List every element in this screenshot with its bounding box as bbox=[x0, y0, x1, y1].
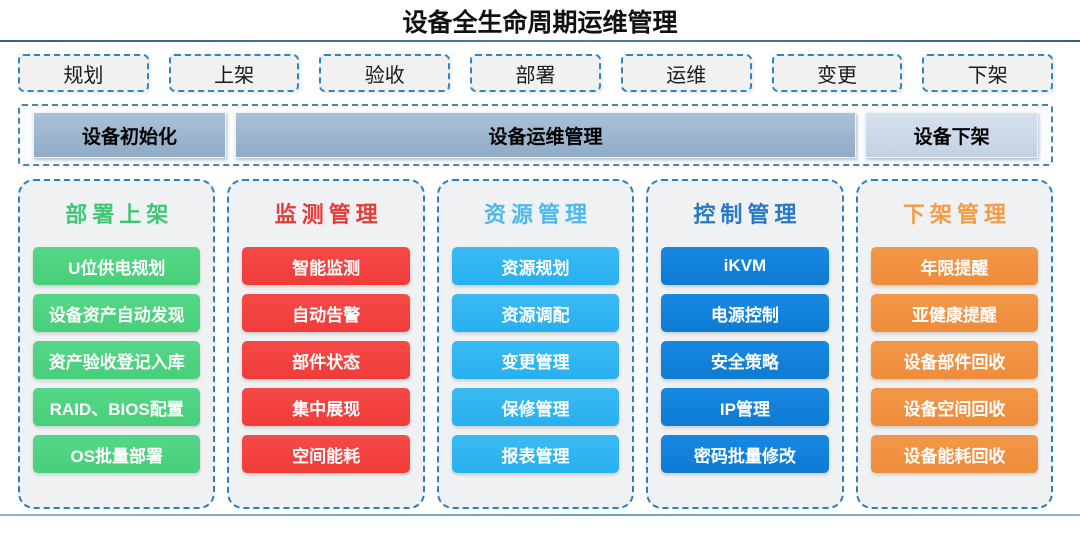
column-offline-mgmt: 下架管理 年限提醒 亚健康提醒 设备部件回收 设备空间回收 设备能耗回收 bbox=[855, 179, 1054, 509]
stage-offline: 下架 bbox=[922, 54, 1054, 92]
feature-item: 设备部件回收 bbox=[870, 341, 1039, 379]
feature-item: 保修管理 bbox=[451, 388, 620, 426]
banner-box-device-init: 设备初始化 bbox=[33, 112, 226, 158]
feature-item: 变更管理 bbox=[451, 341, 620, 379]
stage-operation: 运维 bbox=[620, 54, 752, 92]
lifecycle-phase-banner: 设备初始化 设备运维管理 设备下架 bbox=[18, 104, 1053, 166]
feature-item: 智能监测 bbox=[242, 247, 410, 285]
stage-racking: 上架 bbox=[168, 54, 300, 92]
feature-item: 空间能耗 bbox=[242, 435, 410, 473]
feature-item: 亚健康提醒 bbox=[870, 294, 1039, 332]
divider-top bbox=[0, 40, 1080, 42]
column-title: 监测管理 bbox=[274, 202, 383, 227]
feature-item: 设备能耗回收 bbox=[870, 435, 1039, 473]
column-deploy-rack: 部署上架 U位供电规划 设备资产自动发现 资产验收登记入库 RAID、BIOS配… bbox=[18, 179, 216, 509]
feature-item: iKVM bbox=[661, 247, 829, 285]
column-title: 下架管理 bbox=[902, 202, 1011, 227]
feature-item: 电源控制 bbox=[661, 294, 829, 332]
feature-item: 资源规划 bbox=[451, 247, 620, 285]
feature-item: RAID、BIOS配置 bbox=[33, 388, 201, 426]
feature-item: IP管理 bbox=[661, 388, 829, 426]
feature-item: U位供电规划 bbox=[33, 247, 201, 285]
page-title: 设备全生命周期运维管理 bbox=[402, 10, 678, 37]
feature-item: 安全策略 bbox=[661, 341, 829, 379]
column-title: 控制管理 bbox=[693, 202, 802, 227]
feature-item: 设备空间回收 bbox=[870, 388, 1039, 426]
feature-item: 年限提醒 bbox=[870, 247, 1039, 285]
feature-item: OS批量部署 bbox=[33, 435, 201, 473]
banner-box-device-offline: 设备下架 bbox=[865, 112, 1038, 158]
column-resource: 资源管理 资源规划 资源调配 变更管理 保修管理 报表管理 bbox=[436, 179, 635, 509]
stage-deployment: 部署 bbox=[470, 54, 601, 92]
column-control: 控制管理 iKVM 电源控制 安全策略 IP管理 密码批量修改 bbox=[646, 179, 844, 509]
stage-acceptance: 验收 bbox=[319, 54, 451, 92]
stage-change: 变更 bbox=[771, 54, 903, 92]
stage-planning: 规划 bbox=[18, 54, 149, 92]
column-title: 资源管理 bbox=[484, 202, 593, 227]
feature-item: 密码批量修改 bbox=[661, 435, 829, 473]
feature-item: 自动告警 bbox=[242, 294, 410, 332]
column-monitoring: 监测管理 智能监测 自动告警 部件状态 集中展现 空间能耗 bbox=[227, 179, 425, 509]
feature-item: 资产验收登记入库 bbox=[33, 341, 201, 379]
column-title: 部署上架 bbox=[65, 202, 174, 227]
feature-item: 集中展现 bbox=[242, 388, 410, 426]
feature-item: 部件状态 bbox=[242, 341, 410, 379]
banner-box-device-ops: 设备运维管理 bbox=[234, 112, 857, 158]
divider-bottom bbox=[0, 514, 1080, 516]
feature-item: 设备资产自动发现 bbox=[33, 294, 201, 332]
lifecycle-stage-row: 规划 上架 验收 部署 运维 变更 下架 bbox=[18, 54, 1054, 92]
feature-item: 报表管理 bbox=[451, 435, 620, 473]
feature-columns: 部署上架 U位供电规划 设备资产自动发现 资产验收登记入库 RAID、BIOS配… bbox=[18, 179, 1054, 509]
feature-item: 资源调配 bbox=[451, 294, 620, 332]
